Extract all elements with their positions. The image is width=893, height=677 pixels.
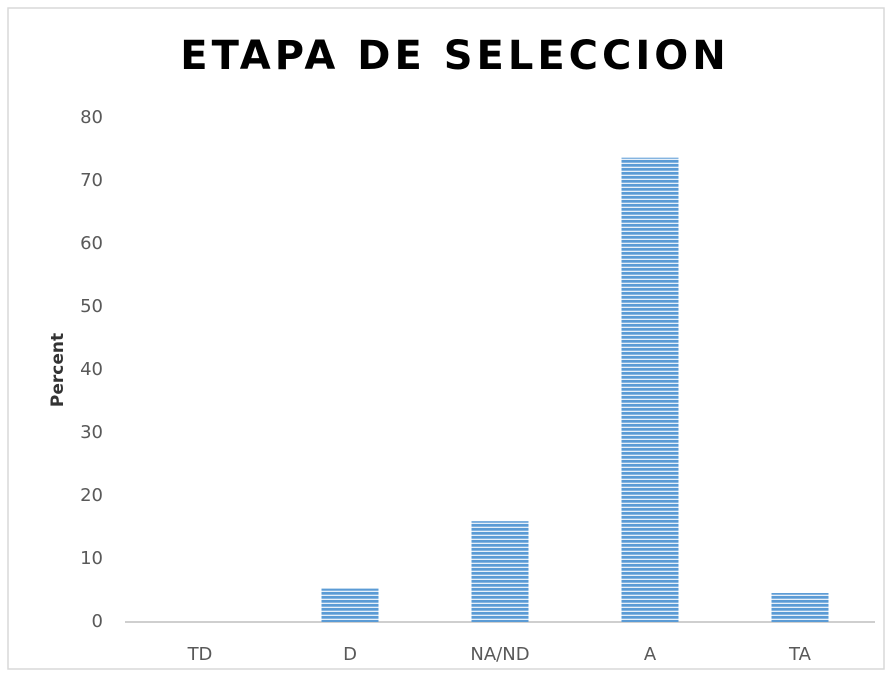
y-tick-label: 70: [80, 170, 103, 191]
y-axis-label: Percent: [48, 333, 68, 407]
bar: [621, 157, 679, 622]
x-tick-label: TA: [788, 644, 812, 665]
y-tick-label: 30: [80, 422, 103, 443]
bar: [471, 521, 529, 622]
x-tick-label: A: [644, 644, 657, 665]
x-tick-label: NA/ND: [470, 644, 529, 665]
chart-title: ETAPA DE SELECCION: [180, 33, 729, 79]
bar: [321, 588, 379, 622]
y-tick-label: 80: [80, 107, 103, 128]
y-tick-label: 50: [80, 296, 103, 317]
y-tick-label: 60: [80, 233, 103, 254]
y-tick-label: 40: [80, 359, 103, 380]
y-tick-label: 0: [92, 611, 103, 632]
bar: [771, 593, 829, 622]
chart-border: [7, 7, 885, 670]
y-tick-label: 20: [80, 485, 103, 506]
x-tick-label: D: [343, 644, 357, 665]
y-tick-label: 10: [80, 548, 103, 569]
x-tick-label: TD: [187, 644, 213, 665]
